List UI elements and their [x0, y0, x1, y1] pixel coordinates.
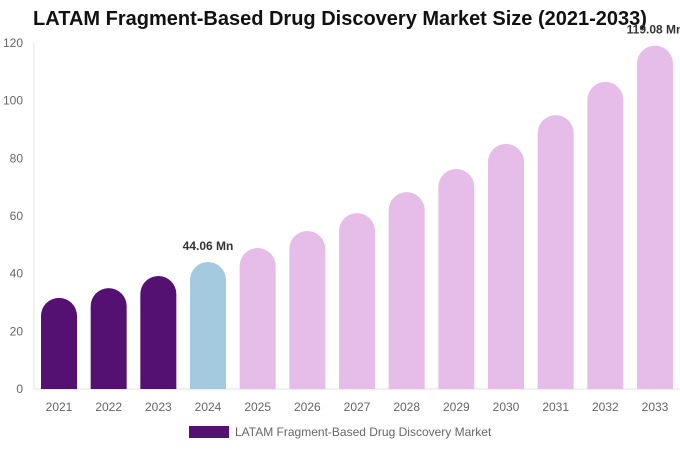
y-tick-label: 20 [10, 324, 24, 338]
bar-2024 [190, 261, 226, 389]
y-tick-label: 80 [10, 151, 24, 165]
bar-2025 [239, 248, 276, 389]
bar-2030 [488, 143, 524, 389]
y-tick-label: 0 [16, 382, 23, 396]
chart-title: LATAM Fragment-Based Drug Discovery Mark… [33, 8, 647, 30]
x-tick-label: 2029 [443, 400, 470, 414]
x-tick-label: 2033 [642, 400, 669, 414]
y-tick-label: 60 [10, 209, 24, 223]
x-tick-label: 2022 [95, 400, 122, 414]
bar-2027 [339, 213, 375, 389]
bar-2031 [537, 115, 574, 390]
x-tick-label: 2030 [493, 400, 520, 414]
x-tick-label: 2031 [542, 400, 569, 414]
bar-2033 [637, 45, 673, 389]
x-tick-label: 2024 [195, 400, 222, 414]
legend-swatch [189, 426, 229, 438]
x-tick-label: 2025 [244, 400, 271, 414]
x-tick-label: 2027 [344, 400, 371, 414]
bar-2023 [140, 275, 177, 389]
data-label-2024: 44.06 Mn [183, 239, 234, 253]
legend: LATAM Fragment-Based Drug Discovery Mark… [189, 425, 491, 439]
y-tick-label: 120 [3, 36, 23, 50]
x-tick-label: 2021 [46, 400, 73, 414]
bar-2032 [587, 81, 624, 390]
bar-2029 [438, 169, 475, 389]
x-tick-label: 2032 [592, 400, 619, 414]
x-tick-label: 2026 [294, 400, 321, 414]
y-tick-label: 100 [3, 94, 23, 108]
bar-2022 [90, 288, 127, 389]
bar-2021 [41, 297, 77, 389]
bar-2028 [388, 192, 425, 389]
bar-2026 [289, 230, 326, 389]
x-tick-label: 2023 [145, 400, 172, 414]
legend-label: LATAM Fragment-Based Drug Discovery Mark… [235, 425, 492, 439]
y-tick-label: 40 [10, 267, 24, 281]
data-label-2033: 119.08 Mn [627, 23, 680, 37]
x-tick-label: 2028 [393, 400, 420, 414]
